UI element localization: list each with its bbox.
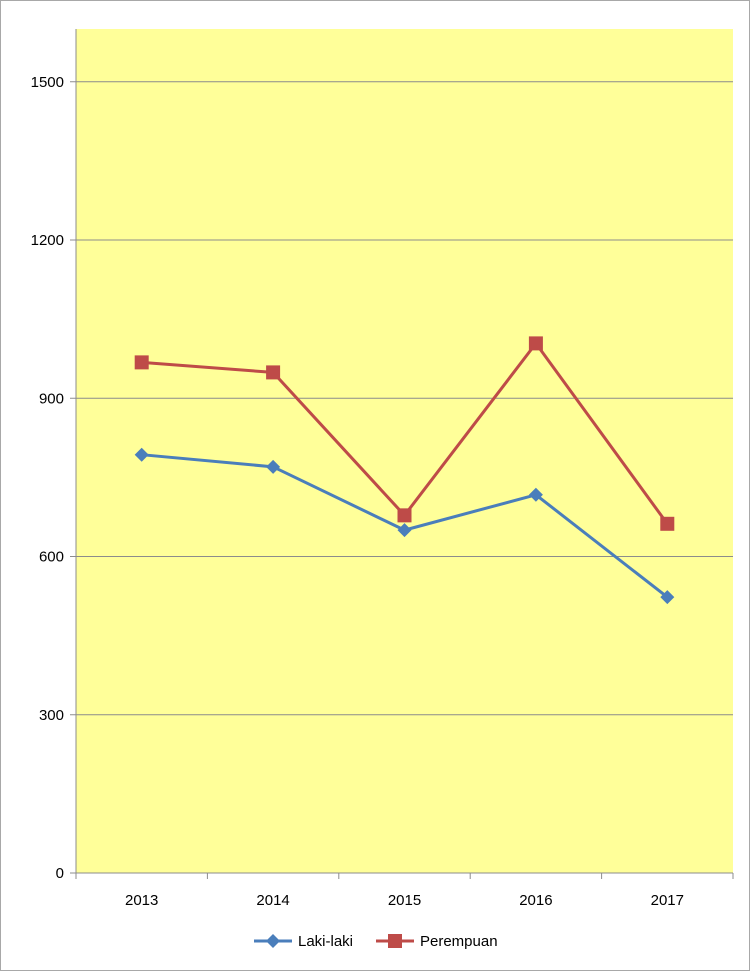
x-tick-label: 2015 xyxy=(388,892,421,909)
y-tick-label: 600 xyxy=(39,549,64,566)
axes xyxy=(70,29,734,879)
x-tick-label: 2014 xyxy=(256,892,289,909)
gridlines xyxy=(76,81,733,716)
y-axis-tick-labels: 0 300 600 900 1200 1500 xyxy=(31,74,64,882)
data-point xyxy=(528,336,543,351)
y-tick-label: 1500 xyxy=(31,74,64,91)
x-tick-label: 2017 xyxy=(651,892,684,909)
data-point xyxy=(266,365,281,380)
x-axis-tick-labels: 2013 2014 2015 2016 2017 xyxy=(125,892,684,909)
legend-item: Laki-laki xyxy=(254,933,353,950)
series-laki-laki xyxy=(134,447,675,605)
data-point xyxy=(660,590,675,605)
legend-item: Perempuan xyxy=(376,933,498,950)
y-tick-label: 1200 xyxy=(31,232,64,249)
data-point xyxy=(134,447,149,462)
data-point xyxy=(266,459,281,474)
series-perempuan xyxy=(134,336,675,531)
y-tick-label: 300 xyxy=(39,707,64,724)
data-point xyxy=(528,487,543,502)
series-lines xyxy=(134,336,675,605)
legend-label: Laki-laki xyxy=(298,933,353,950)
legend: Laki-laki Perempuan xyxy=(254,933,498,950)
x-tick-label: 2016 xyxy=(519,892,552,909)
data-point xyxy=(660,516,675,531)
data-point xyxy=(134,355,149,370)
data-point xyxy=(397,508,412,523)
legend-marker xyxy=(266,934,280,948)
legend-marker xyxy=(388,934,402,948)
legend-label: Perempuan xyxy=(420,933,498,950)
plot-area xyxy=(76,29,733,873)
y-tick-label: 900 xyxy=(39,390,64,407)
data-point xyxy=(397,523,412,538)
y-tick-label: 0 xyxy=(56,865,64,882)
x-tick-label: 2013 xyxy=(125,892,158,909)
